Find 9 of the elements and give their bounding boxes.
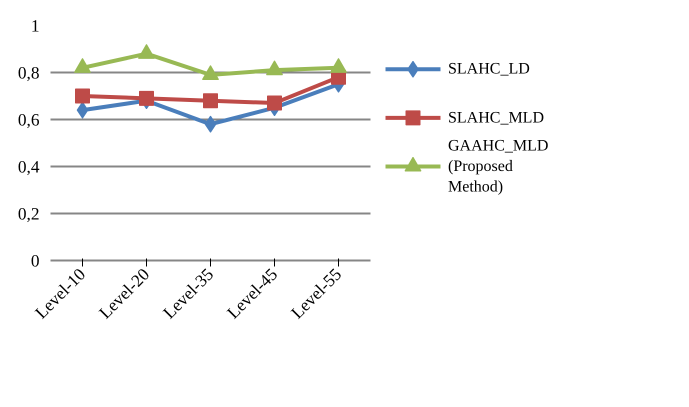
y-tick-label: 0,6 (18, 110, 40, 130)
y-tick-label: 0,4 (18, 158, 40, 176)
y-tick-label: 0 (30, 252, 40, 270)
legend-label: SLAHC_MLD (448, 109, 544, 126)
y-tick-label: 0,8 (18, 64, 40, 82)
legend-label: GAAHC_MLD (Proposed Method) (448, 138, 548, 196)
y-tick-label: 1 (30, 16, 40, 36)
y-tick-label: 0,2 (18, 204, 40, 224)
legend-label: SLAHC_LD (448, 60, 530, 78)
